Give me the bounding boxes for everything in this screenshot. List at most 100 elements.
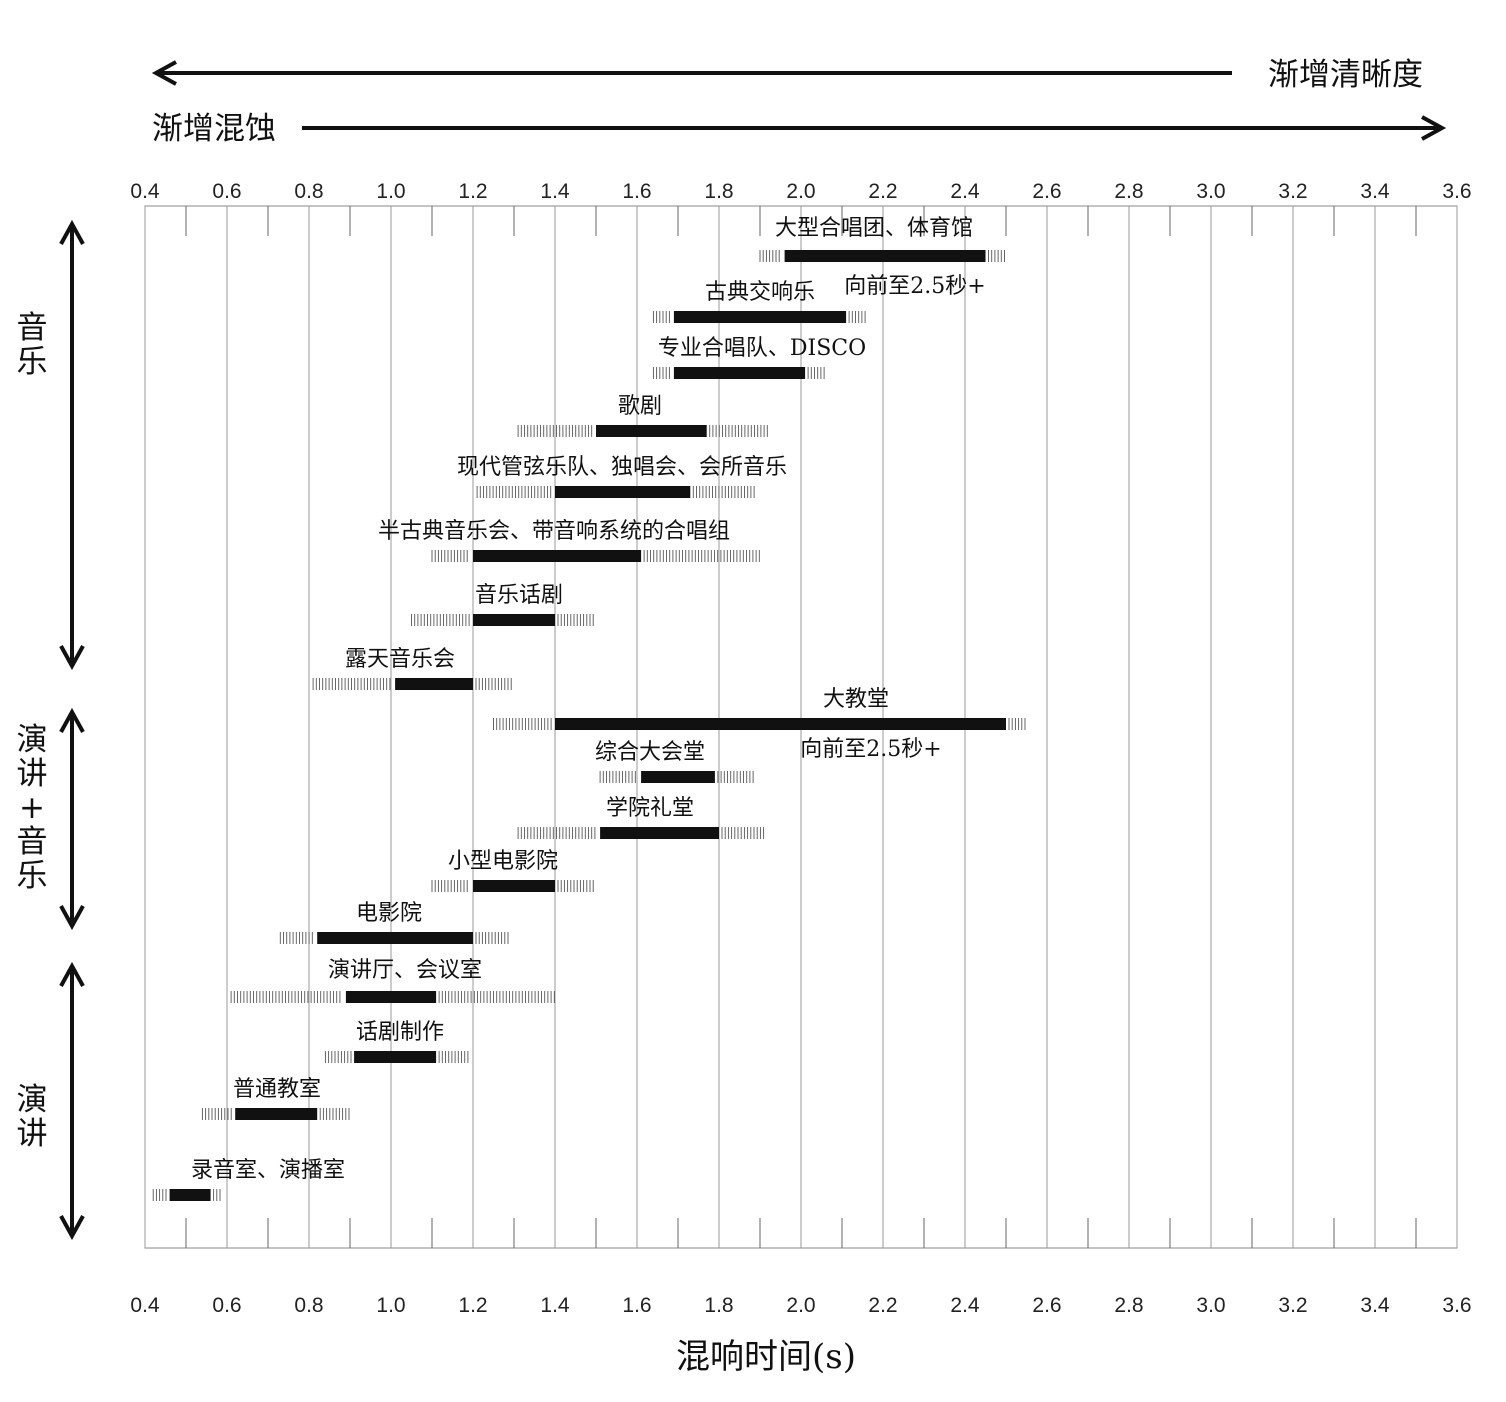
bar-label: 大教堂 [823,687,889,712]
x-tick-label: 2.2 [868,1294,897,1317]
bar-label: 露天音乐会 [345,647,455,672]
bar-group: 露天音乐会 [312,647,512,690]
group-label: 音乐 [17,310,48,380]
x-tick-label: 3.2 [1278,180,1307,203]
bar-label: 电影院 [356,901,422,926]
x-tick-label: 2.6 [1032,180,1061,203]
muddiness-direction: 渐增混蚀 [152,111,1447,147]
bar-note: 向前至2.5秒+ [844,274,985,299]
range-bar [784,250,986,262]
x-tick-label: 1.2 [458,180,487,203]
x-tick-label: 2.0 [786,180,815,203]
muddiness-arrow-head [1421,115,1447,141]
x-tick-label: 0.4 [130,180,160,203]
range-bar [596,425,707,437]
range-bar [235,1108,318,1120]
group-label: 演讲 [17,1082,48,1152]
range-bar [395,678,473,690]
range-bar [317,932,473,944]
group-label-char: 音 [17,824,48,860]
range-bar [473,550,642,562]
x-tick-label: 3.6 [1442,1294,1471,1317]
bar-group: 综合大会堂 [595,740,754,783]
group-label-char: 演 [17,1082,48,1118]
bar-group: 学院礼堂 [517,796,765,839]
x-tick-label: 3.4 [1360,180,1390,203]
group-label-char: 讲 [17,756,48,792]
group-label-char: 音 [17,310,48,346]
bar-label: 小型电影院 [448,849,558,874]
bar-label: 演讲厅、会议室 [328,958,482,983]
bar-label: 学院礼堂 [606,796,694,821]
group-label-char: 演 [17,722,48,758]
bar-group: 半古典音乐会、带音响系统的合唱组 [378,519,760,562]
bar-label: 现代管弦乐队、独唱会、会所音乐 [457,455,787,480]
clarity-arrow-head [151,60,177,86]
x-tick-label: 1.6 [622,180,651,203]
x-tick-label: 0.4 [130,1294,160,1317]
bar-note: 向前至2.5秒+ [800,737,941,762]
x-tick-label: 1.8 [704,1294,733,1317]
x-tick-label: 0.6 [212,180,241,203]
clarity-direction: 渐增清晰度 [151,57,1423,93]
group-arrow-speech-music [59,707,85,931]
x-axis-title: 混响时间(s) [676,1337,856,1377]
x-tick-label: 3.2 [1278,1294,1307,1317]
x-tick-label: 1.8 [704,180,733,203]
bar-label: 话剧制作 [356,1020,444,1045]
group-arrow-music [59,219,85,671]
x-axis-top: 0.4 0.6 0.8 1.0 1.2 1.4 1.6 1.8 2.0 2.2 2.4 2.6 2.8 3… [130,180,1471,203]
x-tick-label: 2.2 [868,180,897,203]
x-tick-label: 2.8 [1114,180,1143,203]
bar-label: 录音室、演播室 [191,1158,345,1183]
group-label: 演讲+音乐 [17,722,48,894]
bar-group: 现代管弦乐队、独唱会、会所音乐 [457,455,787,498]
range-bar [673,311,847,323]
bar-group: 话剧制作 [324,1020,469,1063]
group-label-char: 乐 [17,344,48,380]
bar-group: 专业合唱队、DISCO [652,336,866,379]
range-bar [345,991,437,1003]
x-tick-label: 1.0 [376,180,405,203]
x-tick-label: 1.4 [540,1294,570,1317]
group-label-char: + [19,790,45,826]
group-label-char: 讲 [17,1116,48,1152]
group-label-char: 乐 [17,858,48,894]
x-tick-label: 0.8 [294,180,323,203]
x-tick-label: 3.4 [1360,1294,1390,1317]
x-tick-label: 2.6 [1032,1294,1061,1317]
x-axis-bottom: 0.4 0.6 0.8 1.0 1.2 1.4 1.6 1.8 2.0 2.2 2.4 2.6 2.8 3… [130,1294,1471,1317]
x-tick-label: 2.4 [950,1294,980,1317]
range-bar [473,880,555,892]
range-bar [555,718,1006,730]
range-bar [354,1051,437,1063]
bar-group: 录音室、演播室 [152,1158,345,1201]
x-tick-label: 1.0 [376,1294,405,1317]
range-bar [641,771,715,783]
x-tick-label: 1.6 [622,1294,651,1317]
bar-label: 半古典音乐会、带音响系统的合唱组 [378,519,730,544]
clarity-label: 渐增清晰度 [1268,57,1423,93]
x-tick-label: 1.2 [458,1294,487,1317]
bar-label: 音乐话剧 [475,583,563,608]
x-tick-label: 1.4 [540,180,570,203]
x-tick-label: 3.0 [1196,180,1225,203]
bar-group: 演讲厅、会议室 [230,958,555,1003]
bar-label: 古典交响乐 [705,280,815,305]
bar-group: 普通教室 [201,1077,350,1120]
range-bar [169,1189,211,1201]
x-tick-label: 2.0 [786,1294,815,1317]
bar-label: 歌剧 [618,394,662,419]
muddiness-label: 渐增混蚀 [152,111,276,147]
range-bar [555,486,691,498]
range-bar [600,827,719,839]
x-tick-label: 2.8 [1114,1294,1143,1317]
bar-label: 专业合唱队、DISCO [658,336,866,361]
bar-group: 音乐话剧 [411,583,594,626]
bar-group: 古典交响乐 [652,280,866,323]
range-bar [473,614,555,626]
